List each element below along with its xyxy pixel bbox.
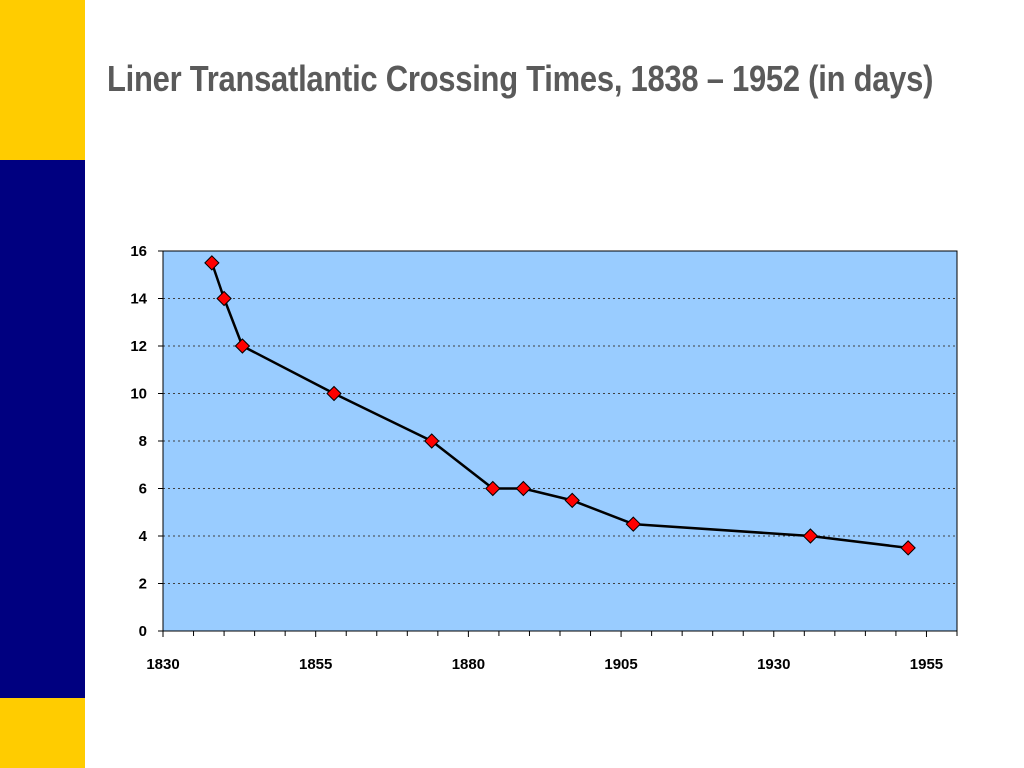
y-tick-label-14: 14 xyxy=(130,291,147,308)
y-tick-label-0: 0 xyxy=(139,623,147,640)
data-point-1952 xyxy=(900,540,916,556)
data-point-1936 xyxy=(802,528,819,544)
slide-title: Liner Transatlantic Crossing Times, 1838… xyxy=(107,58,934,99)
x-tick-label-1930: 1930 xyxy=(757,656,790,673)
x-tick-label-1905: 1905 xyxy=(604,656,637,673)
data-point-1838 xyxy=(204,255,220,271)
y-tick-label-8: 8 xyxy=(139,433,147,450)
data-point-1897 xyxy=(564,492,580,509)
data-point-1843 xyxy=(234,338,251,354)
accent-bar-navy xyxy=(0,160,85,698)
x-tick-label-1830: 1830 xyxy=(146,656,179,673)
y-tick-label-10: 10 xyxy=(130,386,147,403)
x-tick-label-1880: 1880 xyxy=(452,656,485,673)
y-tick-label-4: 4 xyxy=(139,528,148,545)
data-point-1840 xyxy=(216,290,232,307)
y-tick-label-16: 16 xyxy=(130,243,147,260)
data-point-1874 xyxy=(424,433,440,449)
data-point-1907 xyxy=(625,516,641,532)
accent-bar-yellow-bottom xyxy=(0,698,85,768)
data-point-1858 xyxy=(326,385,342,402)
accent-bar-yellow-top xyxy=(0,0,85,160)
x-tick-label-1855: 1855 xyxy=(299,656,332,673)
y-tick-label-12: 12 xyxy=(130,338,147,355)
data-point-1889 xyxy=(515,480,532,497)
data-point-1884 xyxy=(485,480,501,497)
y-tick-label-2: 2 xyxy=(139,576,147,593)
y-tick-label-6: 6 xyxy=(139,481,147,498)
x-tick-label-1955: 1955 xyxy=(910,656,943,673)
